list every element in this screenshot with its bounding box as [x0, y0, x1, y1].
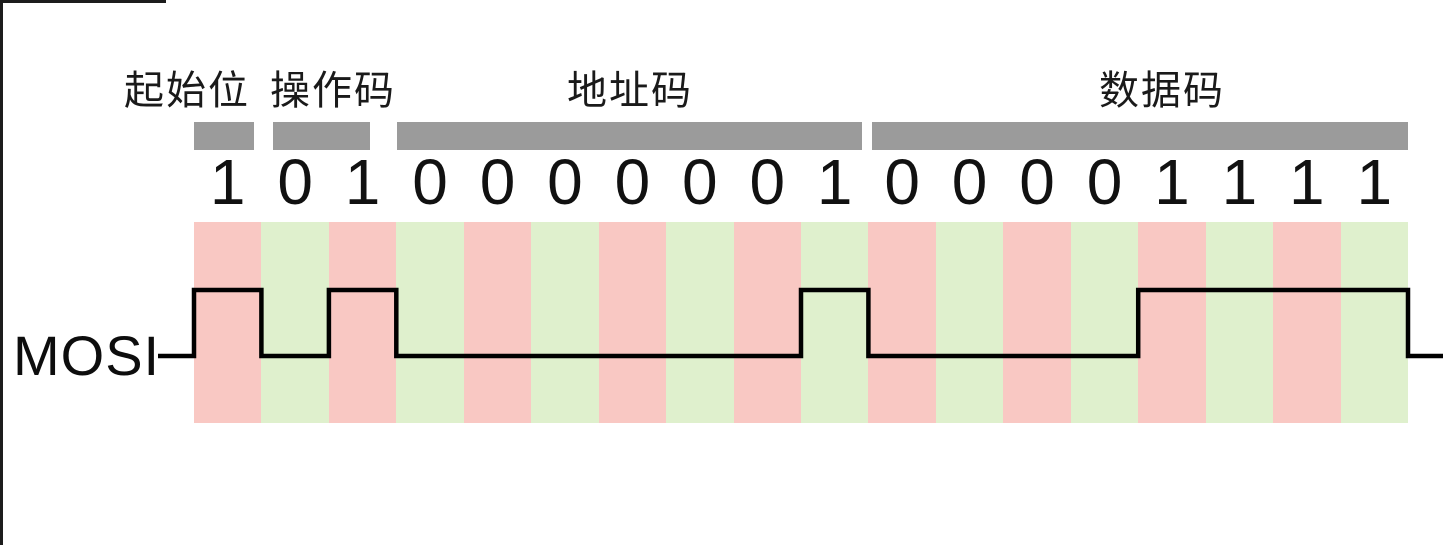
bit-digit: 1: [1221, 146, 1258, 218]
bit-digit: 1: [1356, 146, 1393, 218]
bit-digit: 1: [209, 146, 246, 218]
bit-stripe: [1205, 222, 1274, 423]
field-extent-bar: [872, 122, 1408, 150]
bit-digit: 0: [547, 146, 583, 218]
bit-stripe: [194, 222, 262, 423]
bit-digit: 0: [682, 146, 718, 218]
bit-stripe: [328, 222, 397, 423]
bit-stripe: [935, 222, 1004, 423]
bit-stripe: [1070, 222, 1139, 423]
bit-stripe: [666, 222, 735, 423]
bit-digit: 0: [884, 146, 920, 218]
bit-digit: 1: [1154, 146, 1190, 218]
bit-stripe: [531, 222, 600, 423]
bit-stripe: [733, 222, 802, 423]
bit-digit: 0: [1086, 146, 1123, 218]
bit-stripe: [598, 222, 667, 423]
bit-stripe: [1273, 222, 1342, 423]
bit-digit: 0: [951, 146, 988, 218]
bit-stripe: [1138, 222, 1207, 423]
bit-digit: 0: [614, 146, 651, 218]
bit-stripe: [1340, 222, 1409, 423]
bit-digit: 0: [412, 146, 448, 218]
bit-stripe: [396, 222, 465, 423]
bit-digit: 0: [1019, 146, 1055, 218]
bit-stripe: [463, 222, 532, 423]
bit-digit: 0: [749, 146, 786, 218]
field-extent-bar: [273, 122, 370, 150]
bit-digit: 0: [277, 146, 313, 218]
frame-top-line: [0, 0, 166, 3]
bit-stripe: [800, 222, 869, 423]
signal-name-label: MOSI: [13, 324, 161, 387]
bit-digit: 1: [816, 146, 853, 218]
frame-left-line: [0, 0, 3, 545]
bit-digit: 1: [1289, 146, 1325, 218]
field-label: 地址码: [567, 69, 693, 113]
field-extent-bar: [194, 122, 254, 150]
waveform-path: [158, 287, 1443, 359]
field-label: 数据码: [1099, 69, 1225, 113]
bit-stripe: [261, 222, 330, 423]
bit-stripe: [1003, 222, 1072, 423]
bit-stripe: [868, 222, 937, 423]
field-extent-bar: [397, 122, 862, 150]
field-label: 起始位: [124, 69, 250, 113]
field-label: 操作码: [270, 69, 396, 113]
bit-digit: 1: [344, 146, 381, 218]
bit-digit: 0: [479, 146, 516, 218]
